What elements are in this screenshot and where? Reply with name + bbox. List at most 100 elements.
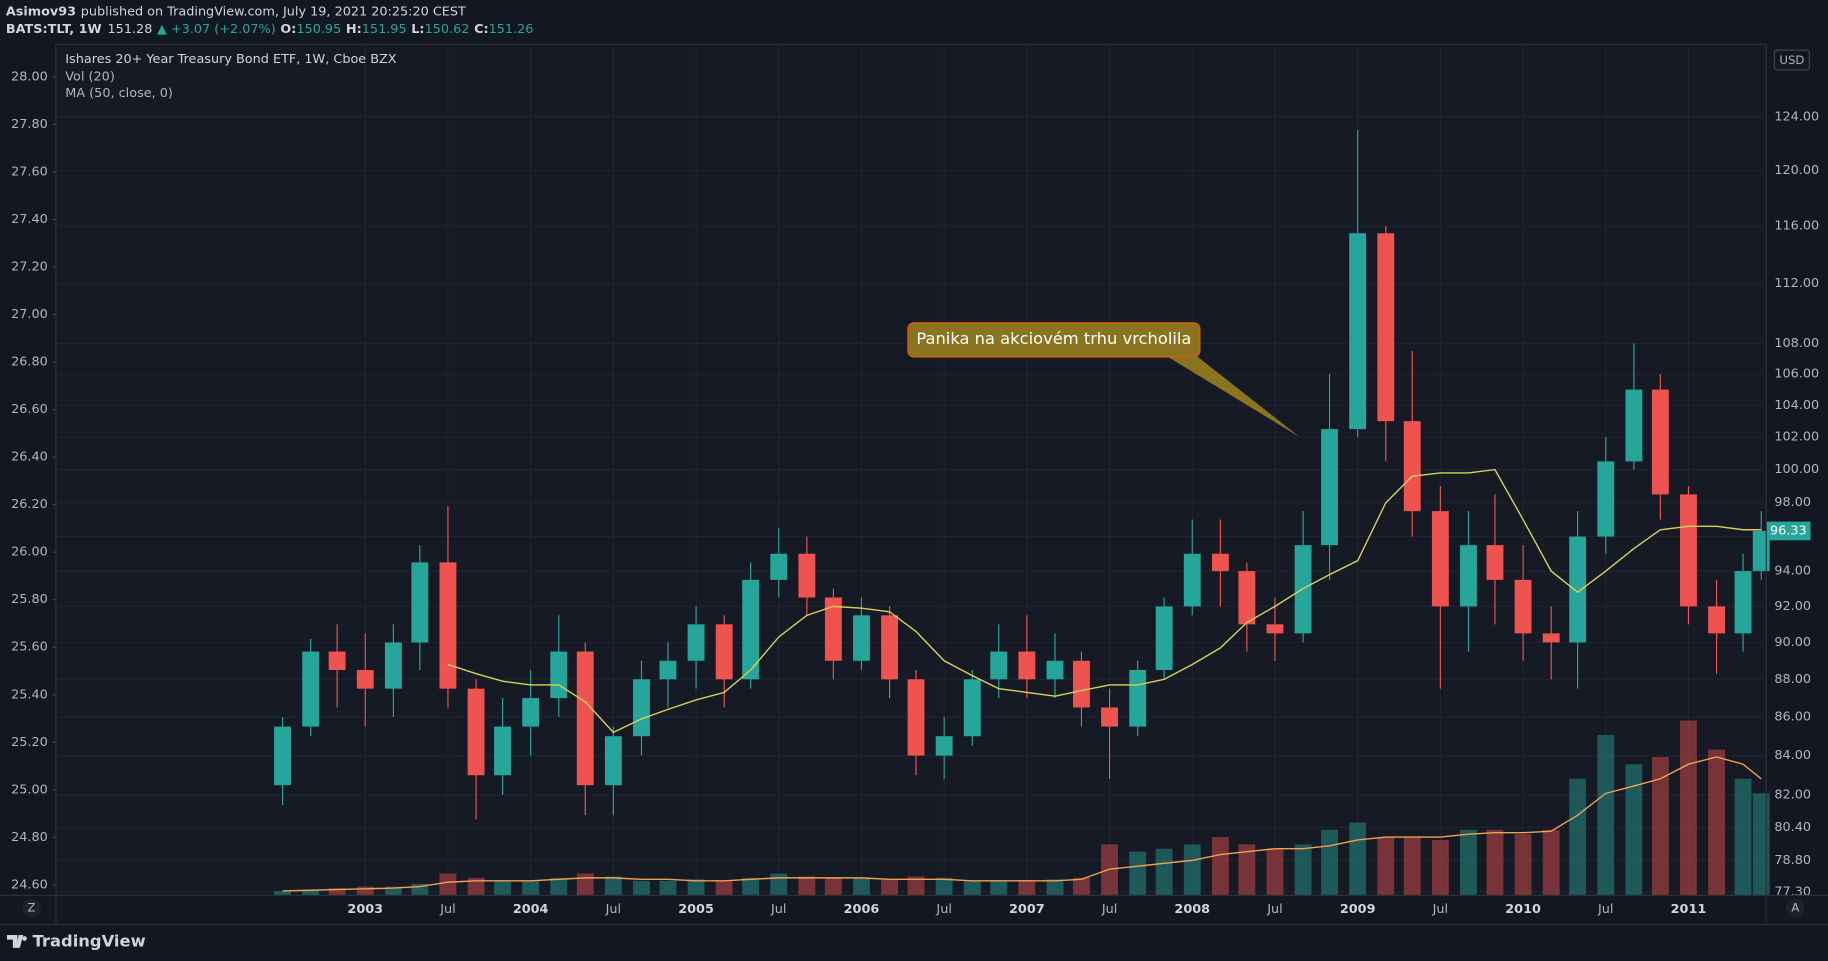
logo-text[interactable]: TradingView	[33, 931, 146, 950]
y2-tick-label: 27.20	[11, 259, 48, 274]
x-tick-label: 2011	[1671, 902, 1707, 917]
candle-body	[687, 624, 705, 661]
candle-body	[1431, 511, 1449, 607]
candle-body	[604, 736, 622, 786]
candle-body	[1183, 553, 1201, 607]
currency-box[interactable]	[1773, 49, 1810, 71]
y2-tick-label: 24.80	[11, 830, 48, 845]
auto-button[interactable]	[1786, 898, 1805, 918]
last-price-label: 96.33	[1770, 523, 1807, 538]
candle-body	[935, 736, 953, 756]
candle-body	[1514, 579, 1532, 634]
y-tick-label: 92.00	[1774, 599, 1811, 614]
y-tick-label: 84.00	[1774, 748, 1811, 763]
candle-body	[1349, 233, 1367, 430]
volume-bar	[384, 886, 402, 896]
chart-title: Ishares 20+ Year Treasury Bond ETF, 1W, …	[65, 52, 397, 67]
x-tick-label: 2008	[1174, 902, 1210, 917]
candle-body	[1752, 530, 1770, 572]
candle-body	[824, 597, 842, 661]
x-tick-label: 2010	[1505, 902, 1541, 917]
candle-body	[1377, 233, 1395, 422]
symbol: BATS:TLT, 1W	[6, 22, 102, 37]
volume-bar	[935, 877, 953, 896]
callout-box	[907, 322, 1201, 358]
volume-bar	[770, 873, 788, 896]
y2-tick-label: 28.00	[11, 69, 48, 84]
volume-bar	[604, 876, 622, 896]
callout: Panika na akciovém trhu vrcholila	[907, 322, 1300, 438]
candles	[274, 130, 1770, 820]
volume-bar	[1238, 844, 1256, 896]
x-tick-label: Jul	[935, 902, 951, 917]
y-tick-label: 124.00	[1774, 109, 1819, 124]
candle-body	[550, 651, 568, 699]
x-tick-label: 2003	[347, 902, 383, 917]
y2-tick-label: 26.80	[11, 355, 48, 370]
legend-ma: MA (50, close, 0)	[65, 86, 173, 101]
x-tick-label: 2005	[678, 902, 714, 917]
y-tick-label: 112.00	[1774, 276, 1819, 291]
y2-tick-label: 27.00	[11, 307, 48, 322]
x-tick-label: 2006	[844, 902, 880, 917]
candle-body	[1238, 571, 1256, 625]
x-tick-label: 2004	[513, 902, 549, 917]
x-tick-label: Jul	[439, 902, 455, 917]
volume-bar	[1155, 848, 1173, 896]
candle-body	[522, 698, 540, 727]
x-tick-label: Jul	[1266, 902, 1282, 917]
candle-body	[659, 660, 677, 680]
y2-tick-label: 27.80	[11, 117, 48, 132]
volume-bar	[881, 879, 899, 896]
candle-body	[907, 679, 925, 756]
volume-bar	[1597, 735, 1615, 896]
y-tick-label: 86.00	[1774, 710, 1811, 725]
volume-bar	[1708, 749, 1726, 896]
volume-bar	[1625, 764, 1643, 896]
volume-bar	[1073, 877, 1090, 896]
last-price-box	[1766, 521, 1811, 541]
y-tick-label: 120.00	[1774, 163, 1819, 178]
volume-bar	[302, 889, 320, 896]
volume-ma-line	[282, 756, 1762, 892]
volume-bar	[1651, 756, 1669, 896]
volume-bar	[411, 883, 429, 896]
y-tick-label: 80.40	[1774, 820, 1811, 835]
y-tick-label: 104.00	[1774, 398, 1819, 413]
volume-bar	[439, 873, 457, 896]
candle-body	[302, 651, 320, 727]
candle-body	[1266, 624, 1284, 634]
candle-body	[1569, 536, 1587, 643]
candle-body	[798, 553, 816, 598]
y2-tick-label: 25.60	[11, 640, 48, 655]
candle-body	[1680, 494, 1697, 607]
candle-body	[467, 688, 485, 776]
logo[interactable]: TradingView	[6, 931, 146, 950]
author: Asimov93	[6, 4, 76, 19]
volume-bar	[824, 877, 842, 896]
y2-tick-label: 26.40	[11, 450, 48, 465]
x-tick-label: Jul	[1432, 902, 1448, 917]
y-tick-label: 94.00	[1774, 564, 1811, 579]
candle-body	[328, 651, 346, 671]
volume-bar	[1514, 834, 1532, 896]
change: ▲ +3.07 (+2.07%)	[157, 22, 276, 37]
volume-bar	[1294, 844, 1312, 896]
ohlc-label: C:	[474, 22, 489, 37]
candle-body	[576, 651, 594, 786]
candle-body	[1403, 421, 1421, 512]
currency[interactable]: USD	[1779, 53, 1804, 67]
volume-bar	[990, 880, 1008, 896]
volume-bar	[659, 880, 677, 896]
y2-tick-label: 25.00	[11, 782, 48, 797]
y2-tick-label: 26.60	[11, 402, 48, 417]
candle-body	[274, 726, 291, 786]
volume-pane	[274, 720, 1770, 896]
zoom-button[interactable]	[22, 898, 41, 918]
candle-body	[1486, 545, 1504, 580]
y-tick-label: 102.00	[1774, 430, 1819, 445]
zoom-button-label[interactable]: Z	[27, 901, 35, 915]
candle-body	[1542, 633, 1560, 643]
volume-bar	[1349, 822, 1367, 896]
auto-button-label[interactable]: A	[1791, 901, 1799, 915]
